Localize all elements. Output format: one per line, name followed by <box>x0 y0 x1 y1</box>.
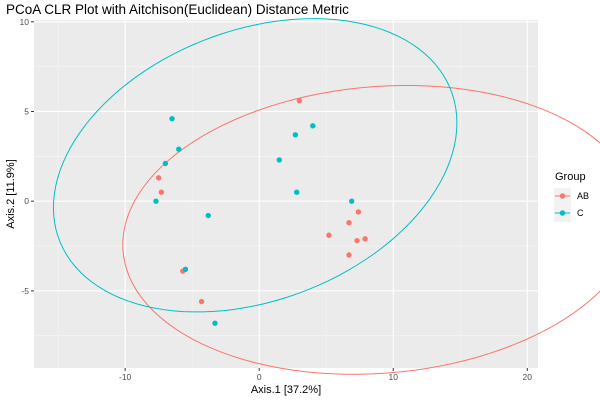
x-tick-label: 20 <box>523 372 533 382</box>
data-point-c <box>182 266 189 273</box>
x-tick-label: 0 <box>257 372 262 382</box>
data-point-c <box>153 198 159 204</box>
y-tick-label: 5 <box>24 106 29 116</box>
data-point-ab <box>198 298 205 305</box>
y-axis-ticks: -5 0 5 10 <box>20 17 34 296</box>
legend: Group AB C <box>554 171 589 222</box>
data-point-c <box>276 157 282 163</box>
confidence-ellipse-ab <box>122 84 600 375</box>
legend-key-point-ab <box>559 193 566 199</box>
data-point-c <box>176 146 182 152</box>
major-gridlines <box>34 20 538 368</box>
data-point-c <box>294 189 300 195</box>
y-axis-label: Axis.2 [11.9%] <box>5 159 17 229</box>
legend-items: AB C <box>554 188 589 222</box>
data-point-ab <box>346 252 352 258</box>
x-tick-label: 10 <box>388 372 398 382</box>
data-point-ab <box>158 189 165 195</box>
data-point-c <box>310 123 316 129</box>
y-tick-label: -5 <box>21 286 29 296</box>
data-point-ab <box>354 237 360 244</box>
x-axis-ticks: -10 0 10 20 <box>119 368 532 382</box>
legend-label-ab: AB <box>577 191 589 201</box>
data-point-c <box>212 320 218 326</box>
legend-label-c: C <box>577 208 584 218</box>
data-point-ab <box>355 209 362 215</box>
confidence-ellipse-c <box>52 18 458 313</box>
data-point-c <box>348 198 355 204</box>
data-point-ab <box>326 232 332 238</box>
data-point-c <box>292 132 299 138</box>
data-point-c <box>162 160 169 167</box>
legend-title: Group <box>555 171 586 183</box>
data-point-ab <box>346 220 352 226</box>
data-point-ab <box>362 236 368 242</box>
legend-key-point-c <box>559 210 566 216</box>
minor-gridlines <box>34 20 538 368</box>
data-point-c <box>205 212 211 219</box>
y-tick-label: 10 <box>20 17 30 27</box>
group-ellipses <box>52 18 600 375</box>
x-axis-label: Axis.1 [37.2%] <box>251 384 321 396</box>
data-points <box>153 98 368 326</box>
data-point-ab <box>155 175 162 181</box>
data-point-c <box>169 115 175 122</box>
data-point-ab <box>296 98 303 104</box>
x-tick-label: -10 <box>119 372 132 382</box>
plot-panel <box>34 20 538 368</box>
chart-title: PCoA CLR Plot with Aitchison(Euclidean) … <box>6 2 349 17</box>
y-tick-label: 0 <box>24 196 29 206</box>
